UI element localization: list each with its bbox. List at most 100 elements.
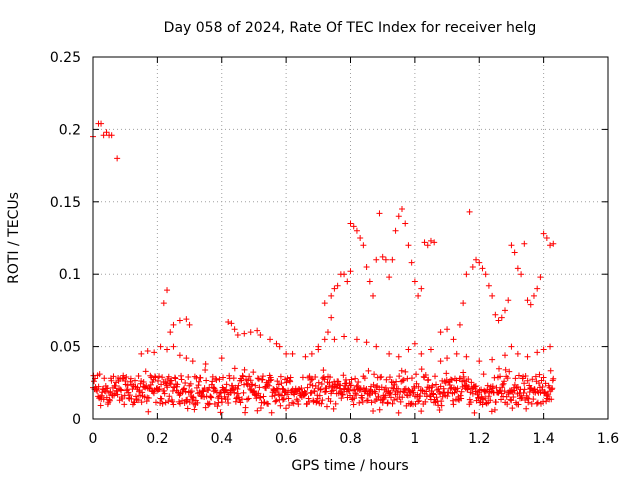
data-point	[167, 329, 174, 336]
data-point	[428, 384, 435, 391]
data-point	[274, 378, 281, 385]
data-point	[269, 393, 276, 400]
x-tick-label: 0.4	[211, 431, 233, 447]
data-point	[122, 378, 129, 385]
data-point	[203, 377, 210, 384]
data-point	[324, 329, 331, 336]
data-point	[549, 385, 556, 392]
x-tick-label: 1	[410, 431, 419, 447]
data-point	[317, 386, 324, 393]
data-point	[166, 393, 173, 400]
data-point	[476, 389, 483, 396]
x-tick-label: 0.8	[339, 431, 361, 447]
data-point	[413, 380, 420, 387]
x-axis-label: GPS time / hours	[291, 458, 408, 474]
data-point	[333, 384, 340, 391]
data-point	[217, 389, 224, 396]
data-point	[375, 393, 382, 400]
data-point	[141, 393, 148, 400]
data-point	[279, 396, 286, 403]
data-point	[120, 374, 127, 381]
data-point	[186, 321, 193, 328]
data-point	[280, 386, 287, 393]
data-point	[402, 385, 409, 392]
data-point	[320, 367, 327, 374]
data-point	[265, 401, 272, 408]
data-point	[467, 399, 474, 406]
data-point	[273, 385, 280, 392]
data-point	[352, 375, 359, 382]
data-point	[485, 282, 492, 289]
data-point	[515, 372, 522, 379]
data-point	[152, 399, 159, 406]
data-point	[321, 300, 328, 307]
data-point	[357, 235, 364, 241]
data-point	[187, 389, 194, 396]
data-point	[259, 373, 266, 380]
data-point	[242, 404, 249, 411]
data-point	[279, 385, 286, 392]
data-point	[504, 401, 511, 408]
data-point	[335, 378, 342, 385]
data-point	[161, 390, 168, 397]
data-point	[395, 385, 402, 392]
data-point	[361, 375, 368, 382]
data-point	[133, 393, 140, 400]
data-point	[272, 398, 279, 405]
data-point	[259, 376, 266, 383]
data-point	[530, 292, 537, 299]
data-point	[495, 317, 502, 324]
data-point	[442, 379, 449, 386]
data-point	[460, 369, 467, 376]
data-point	[415, 398, 422, 405]
data-point	[156, 373, 163, 380]
data-point	[356, 399, 363, 406]
data-point	[243, 380, 250, 387]
data-point	[433, 394, 440, 401]
data-point	[429, 382, 436, 389]
data-point	[410, 389, 417, 396]
data-point	[238, 377, 245, 384]
data-point	[339, 391, 346, 398]
data-point	[185, 374, 192, 381]
data-point	[534, 399, 541, 406]
data-point	[178, 376, 185, 383]
data-point	[176, 352, 183, 359]
x-tick-label: 0.2	[146, 431, 168, 447]
data-point	[224, 396, 231, 403]
data-point	[424, 242, 431, 249]
data-point	[427, 346, 434, 353]
data-point	[169, 398, 176, 405]
data-point	[508, 343, 515, 350]
data-point	[207, 393, 214, 400]
data-point	[450, 336, 457, 343]
data-point	[393, 378, 400, 385]
data-point	[457, 375, 464, 382]
data-point	[527, 301, 534, 308]
data-point	[241, 366, 248, 373]
data-point	[525, 399, 532, 406]
data-point	[508, 242, 515, 249]
data-point	[98, 120, 105, 127]
data-point	[499, 381, 506, 388]
data-point	[547, 343, 554, 350]
axis-ticks: 0 0.2 0.4 0.6 0.8 1 1.2 1.4 1.6 0 0.05 0.1 0.15 0.2 0.…	[50, 50, 619, 447]
data-point	[191, 373, 198, 380]
data-point	[99, 389, 106, 396]
data-point	[312, 373, 319, 380]
data-point	[108, 377, 115, 384]
data-point	[445, 389, 452, 396]
data-point	[372, 390, 379, 397]
data-point	[255, 375, 262, 382]
data-point	[518, 271, 525, 278]
data-point	[162, 399, 169, 406]
data-point	[229, 382, 236, 389]
data-point	[138, 378, 145, 385]
data-point	[547, 367, 554, 374]
data-point	[350, 401, 357, 408]
data-point	[532, 373, 539, 380]
data-point	[537, 274, 544, 281]
data-point	[422, 372, 429, 379]
data-point	[218, 355, 225, 362]
data-point	[284, 391, 291, 398]
